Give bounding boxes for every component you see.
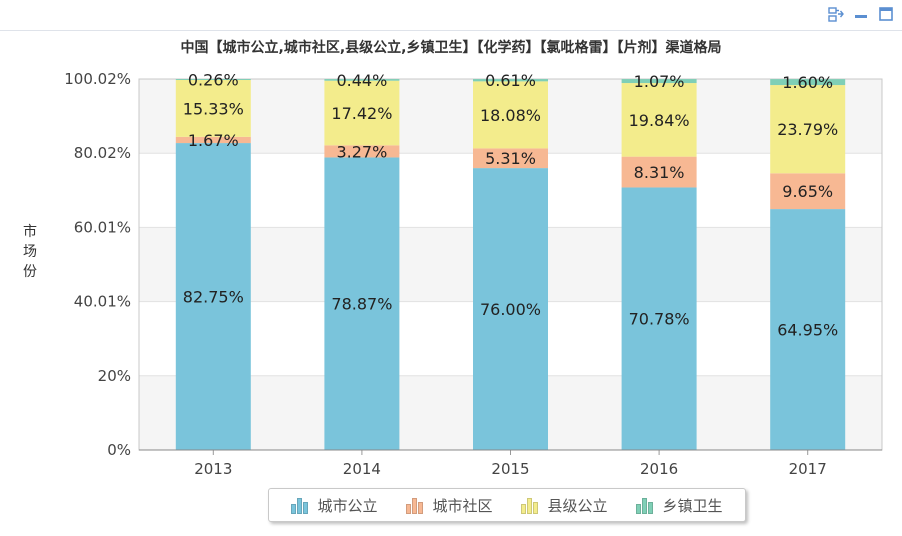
legend-label: 乡镇卫生 [662, 496, 723, 515]
bar-chart-icon [291, 496, 309, 514]
data-label: 1.07% [634, 72, 685, 91]
data-label: 18.08% [480, 106, 541, 125]
maximize-icon[interactable] [876, 4, 896, 24]
x-tick-label: 2013 [194, 460, 232, 478]
legend-label: 城市公立 [317, 496, 378, 515]
data-label: 70.78% [629, 310, 690, 329]
bar-segment [621, 79, 697, 84]
data-label: 0.26% [188, 71, 239, 90]
bar-segment [473, 81, 548, 149]
y-tick-label: 60.01% [74, 218, 131, 236]
data-label: 9.65% [782, 182, 833, 201]
chart-title: 中国【城市公立,城市社区,县级公立,乡镇卫生】【化学药】【氯吡格雷】【片剂】渠道… [180, 40, 722, 56]
y-tick-label: 100.02% [64, 70, 131, 88]
y-axis-label: 市场份 [23, 224, 37, 280]
bar-segment [473, 79, 548, 82]
data-label: 1.60% [782, 73, 833, 92]
y-tick-label: 40.01% [74, 293, 131, 311]
data-label: 0.61% [485, 71, 536, 90]
data-label: 15.33% [183, 99, 244, 118]
bar-segment [473, 168, 548, 450]
legend-item[interactable]: 城市社区 [406, 495, 493, 516]
x-tick-label: 2014 [343, 460, 381, 478]
y-tick-label: 0% [107, 441, 131, 459]
x-tick-label: 2017 [789, 460, 827, 478]
legend-item[interactable]: 城市公立 [291, 495, 378, 516]
top-divider [0, 30, 902, 31]
data-label: 82.75% [183, 288, 244, 307]
data-label: 8.31% [634, 163, 685, 182]
bar-chart-icon [521, 496, 539, 514]
data-label: 3.27% [336, 142, 387, 161]
bar-segment [175, 136, 251, 144]
bar-segment [324, 79, 400, 81]
bar-segment [770, 85, 846, 174]
data-label: 17.42% [331, 104, 392, 123]
legend-label: 县级公立 [547, 496, 608, 515]
legend-item[interactable]: 县级公立 [521, 495, 608, 516]
bar-segment [621, 156, 697, 188]
legend-label: 城市社区 [432, 496, 493, 515]
y-tick-label: 80.02% [74, 144, 131, 162]
bar-segment [770, 79, 846, 86]
y-tick-label: 20% [98, 367, 131, 385]
data-label: 5.31% [485, 149, 536, 168]
chart-switch-icon[interactable] [826, 4, 846, 24]
bar-segment [621, 187, 697, 450]
chart-legend: 城市公立 城市社区 县级公立 乡镇卫生 [268, 488, 746, 522]
bar-segment [770, 173, 846, 210]
bar-segment [175, 143, 251, 450]
data-label: 0.44% [336, 71, 387, 90]
bar-segment [621, 83, 697, 157]
x-tick-label: 2015 [491, 460, 529, 478]
data-label: 78.87% [331, 295, 392, 314]
bar-segment [324, 145, 400, 158]
bar-segment [473, 148, 548, 169]
data-label: 19.84% [629, 111, 690, 130]
bar-segment [175, 79, 251, 81]
data-label: 1.67% [188, 131, 239, 150]
bar-segment [324, 80, 400, 146]
bar-chart-icon [636, 496, 654, 514]
bar-segment [324, 157, 400, 450]
chart-toolbar [826, 4, 896, 24]
minimize-icon[interactable] [851, 4, 871, 24]
data-label: 76.00% [480, 300, 541, 319]
data-label: 64.95% [777, 321, 838, 340]
bar-segment [175, 80, 251, 137]
data-label: 23.79% [777, 120, 838, 139]
x-tick-label: 2016 [640, 460, 678, 478]
legend-item[interactable]: 乡镇卫生 [636, 495, 723, 516]
bar-segment [770, 209, 846, 450]
bar-chart-icon [406, 496, 424, 514]
